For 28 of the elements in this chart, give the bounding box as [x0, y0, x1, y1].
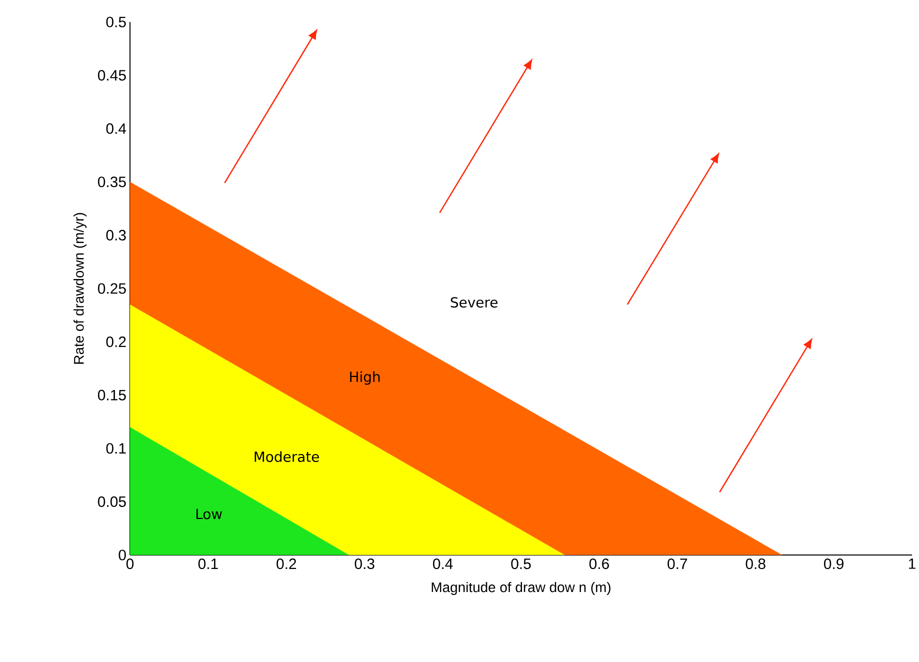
y-tick-label: 0.4 [106, 123, 126, 134]
x-tick-label: 0.2 [276, 558, 296, 570]
x-tick-label: 0.4 [432, 558, 453, 570]
series-label: Moderate [254, 451, 319, 462]
x-axis-title: Magnitude of draw dow n (m) [432, 582, 610, 595]
y-tick-label: 0.05 [98, 496, 126, 507]
y-tick-label: 0.15 [98, 390, 126, 400]
y-tick-label: 0.25 [98, 283, 126, 294]
y-axis-title: Rate of drawdown (m/yr) [74, 213, 87, 364]
x-tick-label: 0.5 [511, 558, 531, 570]
y-tick-label: 0.45 [98, 70, 126, 81]
x-tick-label: 0 [126, 558, 134, 570]
annotation: Severe [450, 297, 498, 308]
x-tick-label: 1 [908, 558, 916, 569]
y-tick-label: 0.35 [98, 176, 126, 188]
y-tick-label: 0.3 [106, 230, 126, 240]
series-label: High [350, 371, 380, 385]
x-tick-label: 0.1 [198, 558, 218, 570]
y-tick-label: 0 [118, 550, 126, 560]
y-tick-label: 0.2 [106, 336, 126, 348]
x-tick-label: 0.7 [668, 558, 688, 570]
x-tick-label: 0.6 [589, 558, 609, 570]
y-tick-label: 0.5 [106, 16, 126, 28]
x-tick-label: 0.3 [354, 558, 374, 570]
series-label: Low [196, 508, 222, 520]
x-tick-label: 0.9 [824, 558, 844, 570]
y-tick-label: 0.1 [106, 443, 126, 454]
x-tick-label: 0.8 [746, 558, 766, 570]
